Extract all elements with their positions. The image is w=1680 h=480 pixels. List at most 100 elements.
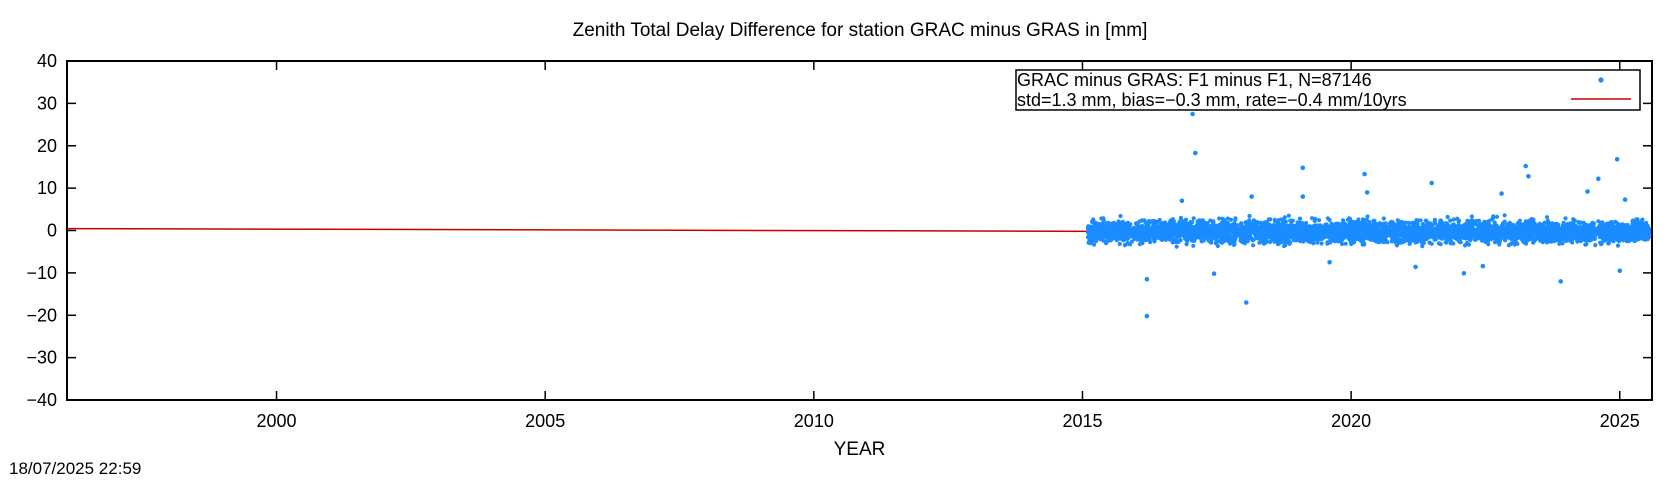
legend-marker-points bbox=[1598, 77, 1604, 83]
data-point bbox=[1360, 239, 1365, 244]
data-point bbox=[1382, 232, 1387, 237]
legend-label-points: GRAC minus GRAS: F1 minus F1, N=87146 bbox=[1017, 70, 1372, 90]
data-point bbox=[1560, 222, 1566, 227]
data-point bbox=[1153, 234, 1158, 239]
data-point bbox=[1438, 242, 1443, 247]
data-point bbox=[1307, 224, 1312, 229]
data-point bbox=[1395, 223, 1400, 228]
data-point bbox=[1194, 233, 1199, 238]
data-point bbox=[1264, 234, 1269, 239]
data-point bbox=[1477, 221, 1482, 226]
data-point-outlier bbox=[1526, 174, 1531, 179]
data-point bbox=[1373, 227, 1379, 233]
data-point-outlier bbox=[1364, 190, 1370, 195]
data-point bbox=[1466, 242, 1471, 247]
data-point bbox=[1600, 240, 1605, 245]
data-point bbox=[1551, 224, 1556, 229]
data-point bbox=[1347, 216, 1352, 221]
data-point bbox=[1246, 229, 1251, 234]
data-point bbox=[1157, 224, 1163, 229]
data-point bbox=[1216, 227, 1221, 232]
data-point bbox=[1266, 230, 1271, 236]
data-point bbox=[1519, 228, 1524, 233]
data-point bbox=[1407, 220, 1412, 226]
data-point bbox=[1099, 231, 1104, 236]
data-point bbox=[1563, 216, 1568, 221]
data-point bbox=[1577, 220, 1582, 225]
x-tick-label: 2010 bbox=[794, 411, 834, 431]
data-point bbox=[1420, 222, 1425, 227]
data-point bbox=[1351, 240, 1356, 245]
data-point bbox=[1445, 214, 1450, 220]
data-point bbox=[1582, 227, 1587, 233]
data-point bbox=[1492, 220, 1497, 225]
data-point bbox=[1211, 234, 1216, 239]
data-point bbox=[1168, 227, 1173, 232]
data-point bbox=[1139, 240, 1144, 245]
data-point-outlier bbox=[1300, 194, 1306, 199]
data-point bbox=[1479, 233, 1484, 238]
data-point bbox=[1283, 243, 1288, 248]
data-point bbox=[1134, 236, 1139, 241]
data-point bbox=[1225, 237, 1230, 242]
data-point bbox=[1191, 216, 1196, 221]
data-point bbox=[1200, 218, 1205, 223]
legend-label-trend: std=1.3 mm, bias=−0.3 mm, rate=−0.4 mm/1… bbox=[1017, 90, 1407, 110]
data-point bbox=[1577, 233, 1582, 238]
data-point-outlier bbox=[1144, 276, 1150, 282]
data-point bbox=[1446, 223, 1451, 228]
data-point bbox=[1155, 219, 1160, 224]
data-point bbox=[1179, 221, 1184, 226]
data-point bbox=[1475, 227, 1480, 232]
data-point bbox=[1281, 222, 1286, 227]
data-point bbox=[1282, 240, 1287, 245]
data-point bbox=[1208, 224, 1213, 229]
data-point bbox=[1502, 238, 1508, 243]
data-point bbox=[1448, 218, 1453, 223]
data-point bbox=[1197, 228, 1202, 233]
data-point bbox=[1526, 233, 1531, 238]
data-point bbox=[1383, 227, 1388, 232]
data-point bbox=[1163, 237, 1169, 242]
data-point bbox=[1225, 216, 1230, 221]
data-point bbox=[1381, 216, 1386, 221]
data-point bbox=[1547, 231, 1552, 236]
data-point bbox=[1213, 223, 1218, 228]
data-point bbox=[1191, 236, 1196, 241]
data-point bbox=[1632, 238, 1637, 243]
data-point bbox=[1427, 233, 1432, 238]
data-point bbox=[1350, 220, 1355, 225]
data-point bbox=[1223, 229, 1228, 234]
data-point bbox=[1642, 226, 1647, 231]
data-point bbox=[1488, 225, 1493, 230]
data-point bbox=[1110, 228, 1115, 233]
data-point bbox=[1610, 232, 1616, 237]
data-point bbox=[1395, 218, 1400, 223]
data-point bbox=[1185, 239, 1190, 244]
data-point bbox=[1429, 225, 1434, 230]
data-point bbox=[1203, 227, 1208, 232]
data-point bbox=[1427, 221, 1432, 226]
data-point bbox=[1593, 243, 1598, 248]
data-point bbox=[1175, 227, 1180, 233]
data-point bbox=[1122, 243, 1127, 248]
data-point bbox=[1321, 227, 1326, 232]
data-point bbox=[1391, 228, 1396, 233]
data-point bbox=[1434, 226, 1439, 231]
data-point bbox=[1540, 222, 1545, 227]
data-point bbox=[1114, 227, 1119, 233]
data-point bbox=[1582, 234, 1587, 239]
data-point bbox=[1276, 237, 1281, 242]
data-point bbox=[1502, 213, 1507, 218]
data-point bbox=[1243, 220, 1248, 225]
data-point bbox=[1178, 230, 1183, 235]
data-point bbox=[1617, 224, 1622, 229]
data-point bbox=[1589, 228, 1594, 233]
data-point bbox=[1624, 237, 1629, 242]
data-point bbox=[1306, 232, 1312, 237]
data-point-outlier bbox=[1558, 279, 1563, 284]
data-point bbox=[1258, 230, 1263, 235]
data-point bbox=[1495, 225, 1500, 230]
data-point bbox=[1186, 225, 1191, 230]
